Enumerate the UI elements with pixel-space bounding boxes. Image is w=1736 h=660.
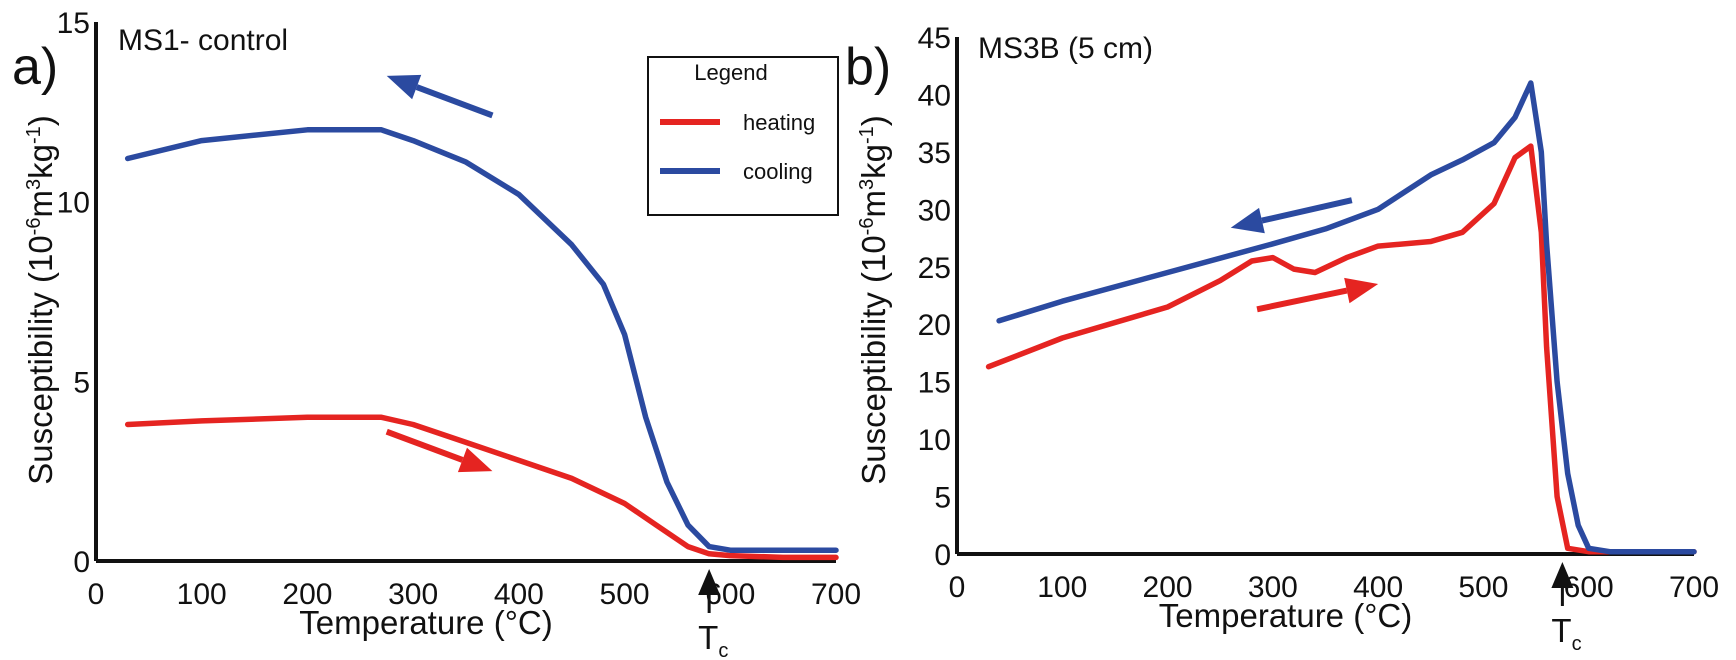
y-axis-label-part: ) <box>855 115 892 126</box>
x-tick-label: 400 <box>494 578 544 611</box>
heating-curve <box>985 143 1697 555</box>
x-tick-label: 0 <box>949 571 966 604</box>
y-tick-label: 30 <box>918 194 951 227</box>
y-axis-label-superscript: 3 <box>856 179 878 190</box>
cooling-direction-arrow <box>1261 197 1353 224</box>
cooling-curve <box>996 80 1697 555</box>
y-axis-label-superscript: -6 <box>856 218 878 236</box>
heating-curve <box>124 414 839 561</box>
tc-label-subscript: c <box>718 640 728 660</box>
panel-title: MS3B (5 cm) <box>978 32 1153 65</box>
panel-label: b) <box>845 38 891 96</box>
heating-direction-arrow <box>385 428 464 463</box>
x-tick-label: 100 <box>177 578 227 611</box>
tc-label: Tc <box>698 619 728 660</box>
x-tick-label: 200 <box>282 578 332 611</box>
y-tick-label: 40 <box>918 79 951 112</box>
tc-label-main: T <box>1551 612 1571 649</box>
y-tick-label: 15 <box>918 367 951 400</box>
x-tick-label: 100 <box>1037 571 1087 604</box>
y-axis-label: Susceptibility (10-6m3kg-1) <box>855 115 892 485</box>
heating-arrow-head <box>1344 277 1379 304</box>
legend-box <box>647 56 839 216</box>
y-tick-label: 20 <box>918 309 951 342</box>
x-tick-label: 0 <box>88 578 105 611</box>
y-tick-label: 10 <box>57 187 90 220</box>
y-tick-label: 5 <box>73 366 90 399</box>
legend-title: Legend <box>694 60 767 85</box>
y-axis-label-part: Susceptibility (10 <box>855 235 892 484</box>
legend-label-cooling: cooling <box>743 159 813 184</box>
x-tick-label: 500 <box>1458 571 1508 604</box>
x-tick-label: 300 <box>1248 571 1298 604</box>
x-tick-label: 700 <box>811 578 861 611</box>
y-tick-label: 0 <box>73 546 90 579</box>
y-axis-label-part: m <box>855 190 892 218</box>
y-axis-label-superscript: -6 <box>23 218 45 236</box>
cooling-direction-arrow <box>415 84 494 119</box>
x-axis-label: Temperature (°C) <box>1159 597 1412 634</box>
y-tick-label: 35 <box>918 137 951 170</box>
y-tick-label: 45 <box>918 22 951 55</box>
y-tick-label: 10 <box>918 424 951 457</box>
tc-label: Tc <box>1551 612 1581 655</box>
tc-arrow-head <box>1551 562 1574 588</box>
y-tick-label: 15 <box>57 7 90 40</box>
tc-label-main: T <box>698 619 718 656</box>
tc-arrow-head <box>698 569 721 595</box>
y-axis-label-part: kg <box>855 144 892 179</box>
cooling-curve <box>124 127 839 553</box>
heating-direction-arrow <box>1256 287 1348 313</box>
x-tick-label: 200 <box>1143 571 1193 604</box>
panel-label: a) <box>12 38 58 96</box>
x-tick-label: 400 <box>1353 571 1403 604</box>
chart-panel-a: 0 100 200 300 400 500 600 700051015Temperature … <box>12 7 861 660</box>
tc-label-subscript: c <box>1572 633 1582 655</box>
chart-panel-b: 0 100 200 300 400 500 600 700051015202530354045… <box>845 22 1719 655</box>
x-tick-label: 700 <box>1669 571 1719 604</box>
y-axis-label-part: Susceptibility (10 <box>22 235 59 484</box>
heating-arrow-head <box>457 447 493 473</box>
legend-label-heating: heating <box>743 110 815 135</box>
cooling-arrow-head <box>1230 207 1265 234</box>
x-tick-label: 500 <box>600 578 650 611</box>
x-tick-label: 300 <box>388 578 438 611</box>
legend: Legend heating cooling <box>647 56 839 216</box>
cooling-arrow-head <box>386 74 422 100</box>
y-axis-label-part: kg <box>22 144 59 179</box>
panel-title: MS1- control <box>118 24 288 57</box>
y-tick-label: 0 <box>934 539 951 572</box>
y-axis-label-superscript: -1 <box>856 126 878 144</box>
y-tick-label: 25 <box>918 252 951 285</box>
y-axis-label-superscript: -1 <box>23 126 45 144</box>
y-axis-label-superscript: 3 <box>23 179 45 190</box>
x-axis-label: Temperature (°C) <box>299 604 552 641</box>
y-axis-label-part: m <box>22 190 59 218</box>
y-tick-label: 5 <box>934 482 951 515</box>
y-axis-label-part: ) <box>22 115 59 126</box>
y-axis-label: Susceptibility (10-6m3kg-1) <box>22 115 59 485</box>
